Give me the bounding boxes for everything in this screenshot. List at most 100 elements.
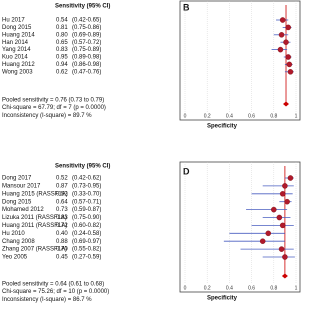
study-name: Huang 2015 (RASSF1A) [2,191,68,197]
study-ci: (0.86-0.98) [72,62,101,68]
study-name: Chang 2008 [2,239,35,245]
study-ci: (0.75-0.90) [72,215,101,221]
study-point [286,61,293,68]
study-estimate: 0.94 [56,62,68,68]
study-name: Han 2014 [2,40,29,46]
study-name: Lizuka 2011 (RASSF1A) [2,215,67,221]
study-name: Huang 2014 [2,32,35,38]
plot-frame [179,161,301,293]
study-point [276,214,283,221]
study-point [271,206,277,213]
study-estimate: 0.45 [56,255,68,261]
study-point [278,32,285,38]
study-name: Dong 2015 [2,25,32,31]
study-point [285,24,291,31]
study-ci: (0.33-0.70) [72,191,101,197]
study-ci: (0.60-0.82) [72,223,101,229]
study-point [279,17,286,23]
study-ci: (0.24-0.58) [72,231,101,237]
study-point [282,183,288,189]
study-ci: (0.57-0.72) [72,40,101,46]
study-point [284,198,290,205]
x-tick-label: 1 [295,113,298,119]
study-ci: (0.47-0.76) [72,69,101,75]
summary-line: Inconsistency (I-square) = 86.7 % [2,297,92,303]
study-estimate: 0.64 [56,199,68,205]
x-tick-label: 0.4 [226,285,233,291]
x-axis-label: Specificity [207,296,238,302]
study-ci: (0.55-0.82) [72,247,101,253]
summary-line: Inconsistency (I-square) = 89.7 % [2,113,92,119]
pooled-diamond [283,101,290,107]
x-tick-label: 0.6 [248,285,255,291]
study-name: Dong 2015 [2,199,32,205]
study-estimate: 0.72 [56,223,68,229]
x-tick-label: 0.8 [270,285,277,291]
study-name: Huang 2011 (RASSF1A) [2,223,67,229]
study-estimate: 0.73 [56,207,68,213]
x-tick-label: 0 [184,113,187,119]
study-point [279,191,286,197]
panel-label: B [183,2,190,12]
study-point [265,230,271,237]
x-axis-label: Specificity [207,124,238,130]
column-header: Sensitivity (95% CI) [55,164,110,170]
x-tick-label: 0 [184,285,187,291]
study-estimate: 0.87 [56,183,68,189]
study-estimate: 0.80 [56,32,68,38]
study-ci: (0.89-0.98) [72,55,101,61]
study-point [277,46,284,53]
x-tick-label: 0.6 [248,113,255,119]
panel-label: D [183,166,190,176]
study-name: Hu 2017 [2,18,25,24]
study-point [285,54,291,60]
study-estimate: 0.81 [56,25,68,31]
study-point [283,39,289,45]
study-estimate: 0.62 [56,69,68,75]
study-ci: (0.75-0.86) [72,25,101,31]
x-tick-label: 0.4 [226,113,233,119]
study-estimate: 0.65 [56,40,68,46]
study-estimate: 0.83 [56,47,68,53]
x-tick-label: 0.8 [270,113,277,119]
study-ci: (0.57-0.71) [72,199,101,205]
study-ci: (0.69-0.97) [72,239,101,245]
study-name: Huang 2012 [2,62,35,68]
study-point [287,69,294,75]
study-estimate: 0.70 [56,247,68,253]
summary-line: Chi-square = 67.79; df = 7 (p = 0.0000) [2,105,106,111]
study-estimate: 0.52 [56,176,68,182]
study-point [259,238,266,244]
study-estimate: 0.54 [56,18,68,24]
study-name: Mohamed 2012 [2,207,44,213]
study-estimate: 0.83 [56,215,68,221]
study-name: Zhang 2007 (RASSF1A) [2,247,67,253]
study-name: Dong 2017 [2,176,32,182]
study-name: Yang 2014 [2,47,31,53]
x-tick-label: 1 [295,285,298,291]
column-header: Sensitivity (95% CI) [55,4,110,10]
study-ci: (0.42-0.65) [72,18,101,24]
study-estimate: 0.88 [56,239,68,245]
study-estimate: 0.40 [56,231,68,237]
study-ci: (0.59-0.87) [72,207,101,213]
study-estimate: 0.52 [56,191,68,197]
study-point [282,254,288,260]
study-name: Kuo 2014 [2,55,28,61]
study-point [278,246,285,252]
x-tick-label: 0.2 [204,113,211,119]
study-ci: (0.69-0.89) [72,32,101,38]
plot-frame [179,0,301,121]
study-ci: (0.73-0.95) [72,183,101,189]
study-name: Wong 2003 [2,69,33,75]
study-ci: (0.27-0.59) [72,255,101,261]
study-ci: (0.42-0.62) [72,176,101,182]
study-point [287,175,294,181]
summary-line: Chi-square = 75.26; df = 10 (p = 0.0000) [2,289,109,295]
summary-line: Pooled sensitivity = 0.76 (0.73 to 0.79) [2,98,104,104]
summary-line: Pooled sensitivity = 0.64 (0.61 to 0.68) [2,282,104,288]
pooled-diamond [281,273,288,279]
study-name: Yeo 2005 [2,255,28,261]
